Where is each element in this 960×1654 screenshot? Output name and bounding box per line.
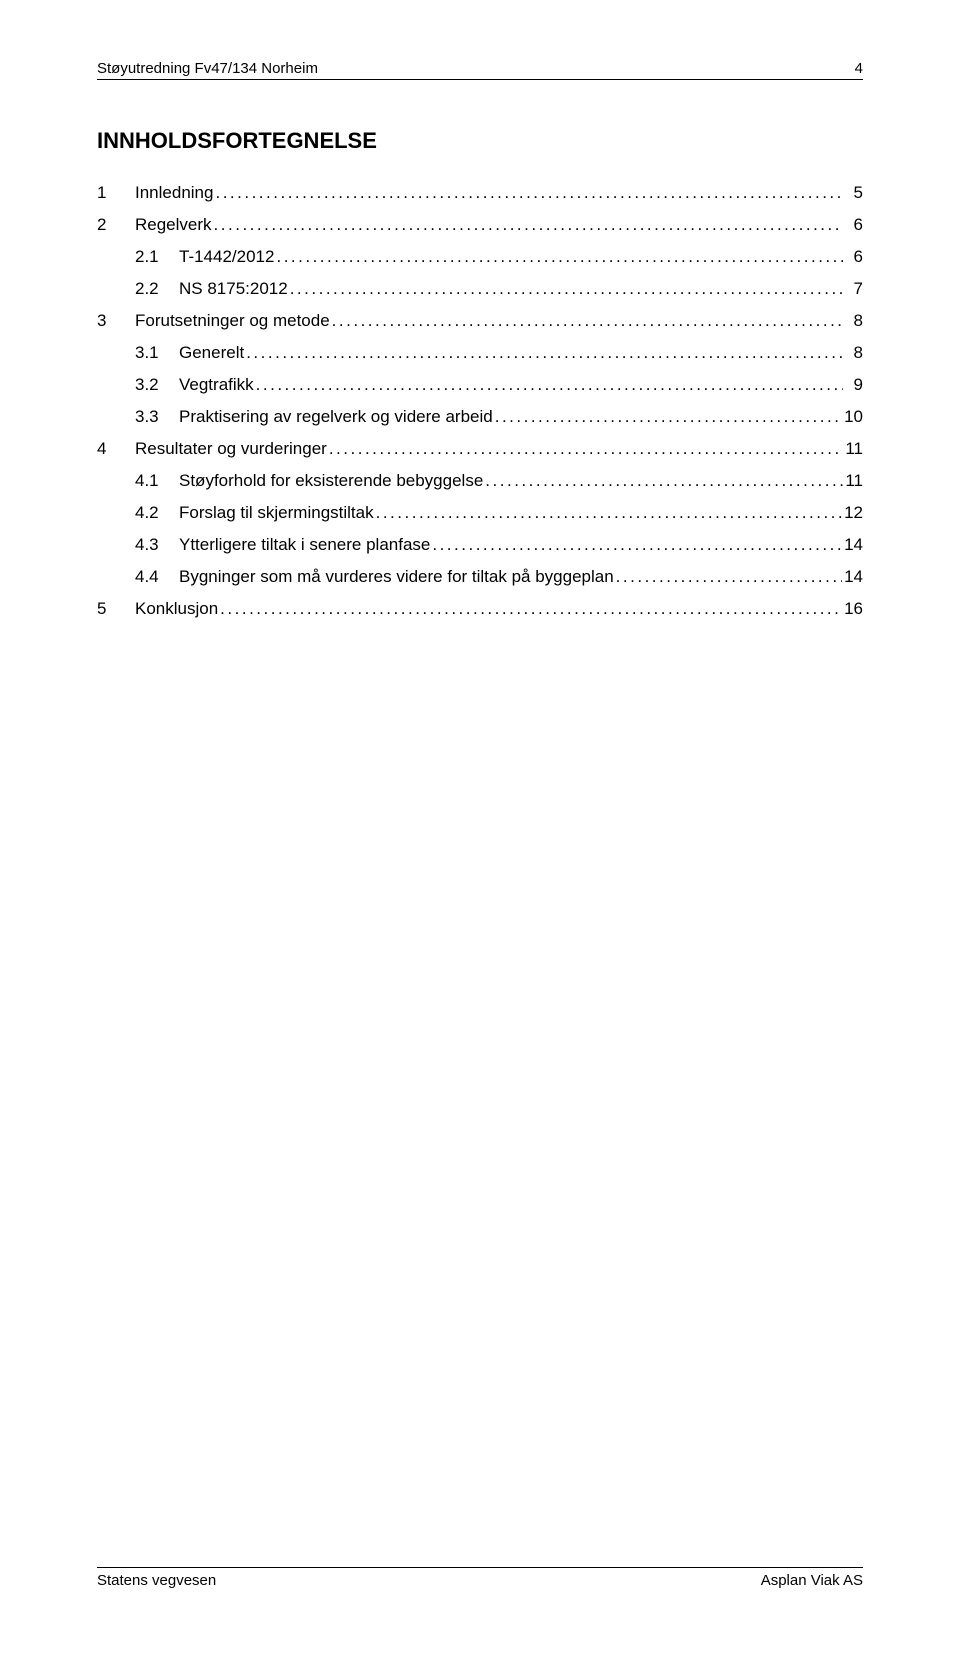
toc-entry: 3.1Generelt 8 xyxy=(97,344,863,361)
page-header: Støyutredning Fv47/134 Norheim 4 xyxy=(97,60,863,77)
toc-entry-number: 4.2 xyxy=(135,504,179,521)
page: Støyutredning Fv47/134 Norheim 4 INNHOLD… xyxy=(0,0,960,1654)
toc-entry: 3.3Praktisering av regelverk og videre a… xyxy=(97,408,863,425)
toc-title: INNHOLDSFORTEGNELSE xyxy=(97,128,863,154)
toc-entry-page: 14 xyxy=(842,568,863,585)
toc-entry-page: 7 xyxy=(843,280,863,297)
toc-entry-page: 5 xyxy=(843,184,863,201)
toc-entry-text: Konklusjon xyxy=(135,600,218,617)
toc-entry-text: Ytterligere tiltak i senere planfase xyxy=(179,536,430,553)
page-footer: Statens vegvesen Asplan Viak AS xyxy=(97,1567,863,1589)
toc-entry-text: Forslag til skjermingstiltak xyxy=(179,504,374,521)
toc-leader-dots xyxy=(330,312,843,329)
toc-leader-dots xyxy=(327,440,843,457)
footer-rule xyxy=(97,1567,863,1568)
toc-leader-dots xyxy=(374,504,842,521)
toc-entry-number: 4.4 xyxy=(135,568,179,585)
toc-entry: 4.1Støyforhold for eksisterende bebyggel… xyxy=(97,472,863,489)
toc-entry-page: 6 xyxy=(843,216,863,233)
toc-entry-page: 14 xyxy=(842,536,863,553)
footer-right: Asplan Viak AS xyxy=(761,1572,863,1589)
toc-entry-text: Støyforhold for eksisterende bebyggelse xyxy=(179,472,483,489)
toc-entry-page: 8 xyxy=(843,344,863,361)
toc-entry-number: 3.2 xyxy=(135,376,179,393)
toc-entry-number: 4.3 xyxy=(135,536,179,553)
toc-entry: 4.3Ytterligere tiltak i senere planfase 1… xyxy=(97,536,863,553)
toc-entry-number: 2 xyxy=(97,216,135,233)
toc-entry-number: 2.1 xyxy=(135,248,179,265)
toc-entry: 3Forutsetninger og metode 8 xyxy=(97,312,863,329)
toc-entry-text: Praktisering av regelverk og videre arbe… xyxy=(179,408,493,425)
toc-entry-page: 8 xyxy=(843,312,863,329)
footer-left: Statens vegvesen xyxy=(97,1572,216,1589)
toc-entry: 3.2Vegtrafikk 9 xyxy=(97,376,863,393)
toc-leader-dots xyxy=(213,184,843,201)
toc-leader-dots xyxy=(430,536,842,553)
toc-entry-page: 11 xyxy=(843,472,863,489)
toc-entry-number: 2.2 xyxy=(135,280,179,297)
toc-entry-page: 11 xyxy=(843,440,863,457)
toc-entry-text: NS 8175:2012 xyxy=(179,280,288,297)
toc-entry: 4.2Forslag til skjermingstiltak 12 xyxy=(97,504,863,521)
toc-leader-dots xyxy=(254,376,843,393)
toc-entry-text: Bygninger som må vurderes videre for til… xyxy=(179,568,614,585)
toc-entry-text: Innledning xyxy=(135,184,213,201)
toc-leader-dots xyxy=(493,408,842,425)
toc-leader-dots xyxy=(483,472,843,489)
toc-entry: 4.4Bygninger som må vurderes videre for … xyxy=(97,568,863,585)
toc-entry: 2.1T-1442/2012 6 xyxy=(97,248,863,265)
header-rule xyxy=(97,79,863,80)
toc-entry: 1Innledning 5 xyxy=(97,184,863,201)
toc-entry-number: 5 xyxy=(97,600,135,617)
toc-entry-text: Vegtrafikk xyxy=(179,376,254,393)
toc-entry-number: 1 xyxy=(97,184,135,201)
toc-entry: 4Resultater og vurderinger 11 xyxy=(97,440,863,457)
toc-entry-page: 9 xyxy=(843,376,863,393)
toc-leader-dots xyxy=(288,280,843,297)
toc-entry-number: 4.1 xyxy=(135,472,179,489)
footer-row: Statens vegvesen Asplan Viak AS xyxy=(97,1572,863,1589)
toc-entry-page: 6 xyxy=(843,248,863,265)
toc-leader-dots xyxy=(244,344,843,361)
toc-entry-text: T-1442/2012 xyxy=(179,248,274,265)
toc-leader-dots xyxy=(212,216,843,233)
toc-leader-dots xyxy=(274,248,843,265)
toc-entry-text: Resultater og vurderinger xyxy=(135,440,327,457)
toc-entry-number: 4 xyxy=(97,440,135,457)
header-page-number: 4 xyxy=(855,60,863,77)
toc-entry-number: 3.3 xyxy=(135,408,179,425)
toc-leader-dots xyxy=(218,600,842,617)
toc-leader-dots xyxy=(614,568,842,585)
toc: 1Innledning52Regelverk62.1T-1442/201262.… xyxy=(97,184,863,617)
toc-entry: 2.2NS 8175:2012 7 xyxy=(97,280,863,297)
toc-entry-text: Regelverk xyxy=(135,216,212,233)
toc-entry-number: 3.1 xyxy=(135,344,179,361)
toc-entry-text: Forutsetninger og metode xyxy=(135,312,330,329)
toc-entry-page: 16 xyxy=(842,600,863,617)
toc-entry-page: 10 xyxy=(842,408,863,425)
toc-entry-page: 12 xyxy=(842,504,863,521)
toc-entry-number: 3 xyxy=(97,312,135,329)
header-title: Støyutredning Fv47/134 Norheim xyxy=(97,60,318,77)
toc-entry: 2Regelverk 6 xyxy=(97,216,863,233)
toc-entry: 5Konklusjon 16 xyxy=(97,600,863,617)
toc-entry-text: Generelt xyxy=(179,344,244,361)
